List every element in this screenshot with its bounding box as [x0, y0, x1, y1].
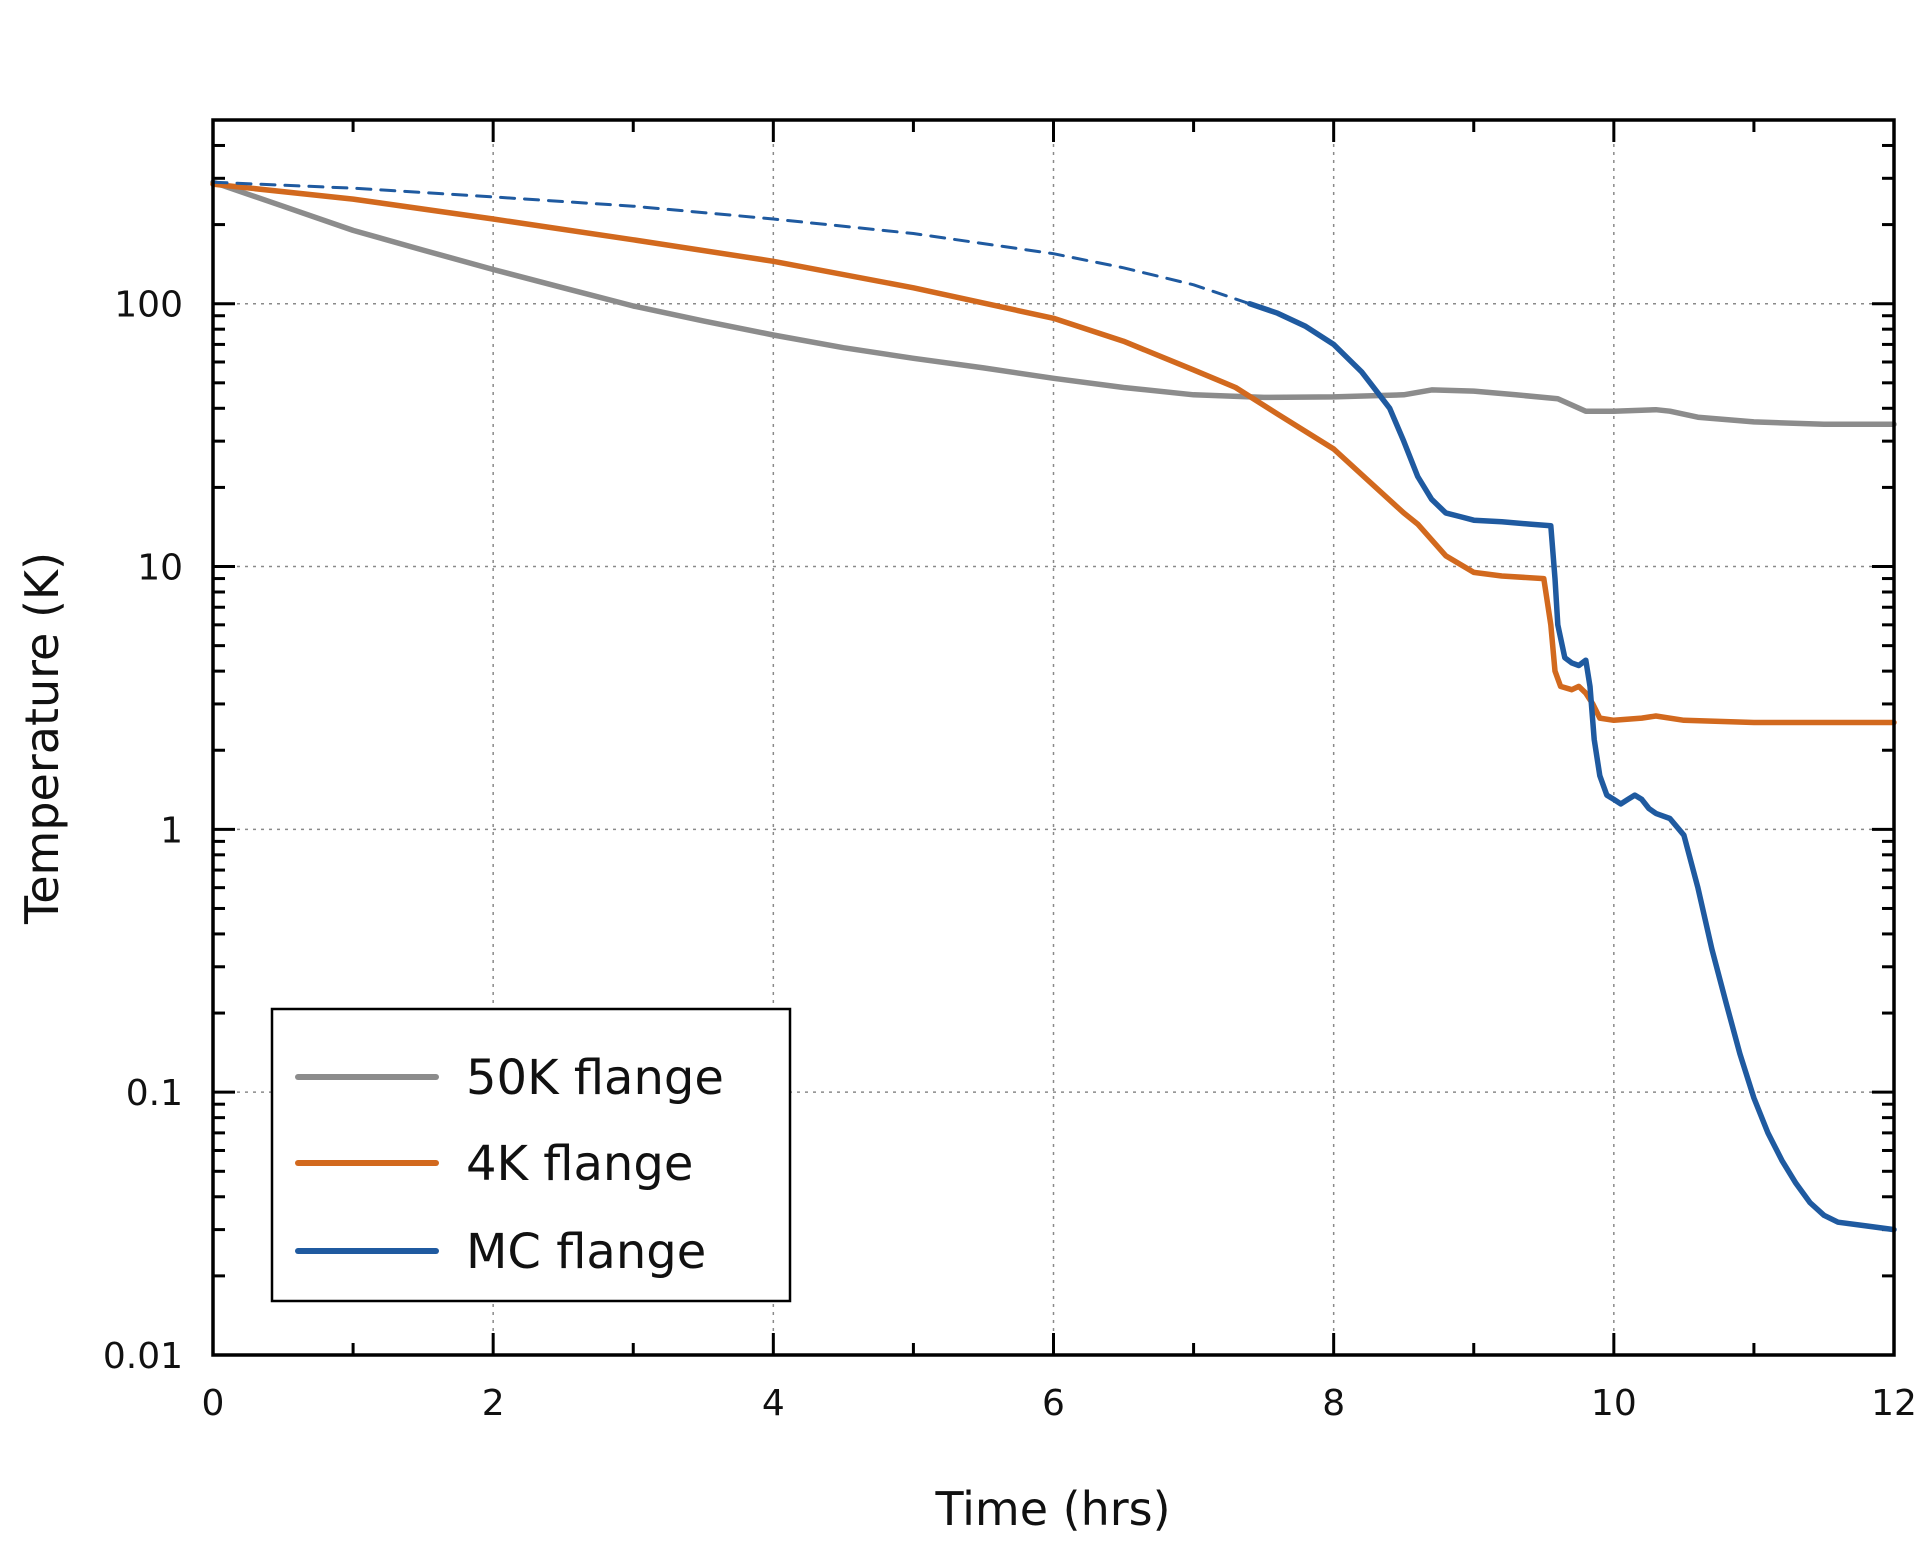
- series-line-4k-flange: [210, 181, 1897, 726]
- legend: 50K flange 4K flange MC flange: [270, 1007, 792, 1303]
- plot-frame: [211, 118, 1896, 1357]
- x-tick-label: 12: [1871, 1383, 1917, 1424]
- x-tick-label: 2: [482, 1383, 505, 1424]
- y-axis-title: Temperature (K): [15, 552, 69, 925]
- legend-label-4k-flange: 4K flange: [466, 1136, 693, 1192]
- x-tick-label: 10: [1591, 1383, 1637, 1424]
- legend-label-mc-flange: MC flange: [466, 1224, 706, 1280]
- legend-label-50k-flange: 50K flange: [466, 1050, 724, 1106]
- series-lines: [210, 179, 1897, 1233]
- x-tick-label: 6: [1042, 1383, 1065, 1424]
- y-tick-label: 0.1: [126, 1073, 183, 1114]
- y-tick-label: 10: [137, 548, 183, 589]
- x-tick-label: 4: [762, 1383, 785, 1424]
- x-tick-label: 0: [202, 1383, 225, 1424]
- y-tick-label: 1: [160, 810, 183, 851]
- x-tick-labels: 0 2 4 6 8 10 12: [202, 1383, 1917, 1424]
- series-line-mc-flange: [1246, 300, 1897, 1233]
- axis-ticks: [211, 118, 1896, 1357]
- grid-lines: [213, 120, 1894, 1355]
- series-line-50k-flange: [210, 179, 1897, 427]
- y-tick-labels: 0.01 0.1 1 10 100: [103, 285, 183, 1377]
- y-tick-label: 100: [114, 285, 183, 326]
- x-tick-label: 8: [1322, 1383, 1345, 1424]
- series-line-mc-flange: [211, 180, 1252, 306]
- y-tick-label: 0.01: [103, 1336, 183, 1377]
- x-axis-title: Time (hrs): [934, 1482, 1170, 1536]
